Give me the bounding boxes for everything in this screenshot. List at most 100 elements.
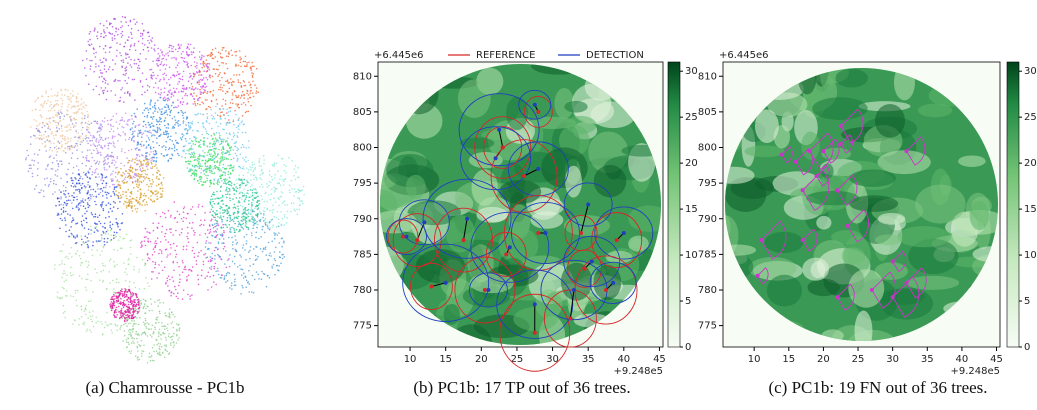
cloud-point <box>196 114 198 116</box>
cloud-point <box>47 110 50 112</box>
cloud-point <box>150 199 152 201</box>
cloud-point <box>134 180 137 182</box>
cloud-point <box>68 98 70 100</box>
cloud-point <box>251 92 254 94</box>
cloud-point <box>185 88 187 91</box>
cloud-point <box>158 57 160 59</box>
cloud-point <box>269 209 271 212</box>
cloud-point <box>138 300 140 303</box>
cloud-point <box>121 213 124 215</box>
cloud-point <box>219 79 221 82</box>
cloud-point <box>50 88 53 90</box>
cloud-point <box>238 178 240 181</box>
cloud-point <box>137 311 139 313</box>
cloud-point <box>71 255 73 258</box>
cloud-point <box>91 249 93 251</box>
cloud-point <box>92 188 95 191</box>
cloud-point <box>106 163 108 165</box>
cloud-point <box>236 266 239 268</box>
cloud-point <box>137 135 139 137</box>
cloud-point <box>69 99 72 102</box>
cloud-point <box>180 53 183 55</box>
cloud-point <box>152 260 154 263</box>
cloud-point <box>227 164 229 167</box>
cloud-point <box>119 303 122 306</box>
cloud-point <box>75 129 77 131</box>
cloud-point <box>241 216 243 218</box>
cloud-point <box>191 164 194 167</box>
cloud-point <box>252 224 255 226</box>
cloud-point <box>201 165 203 168</box>
cloud-point <box>174 249 176 252</box>
cloud-point <box>105 186 107 189</box>
cloud-point <box>132 314 134 316</box>
cloud-point <box>146 107 148 109</box>
cloud-point <box>191 266 194 268</box>
cloud-point <box>244 131 247 134</box>
cloud-point <box>66 274 68 276</box>
cloud-point <box>96 31 99 33</box>
cloud-point <box>182 134 185 136</box>
tree-point <box>532 330 537 335</box>
cloud-point <box>125 72 127 75</box>
cloud-point <box>123 203 125 205</box>
cloud-point <box>229 121 231 124</box>
cloud-point <box>66 113 68 116</box>
cloud-point <box>121 312 123 315</box>
heatmap-blob <box>423 251 448 271</box>
cloud-point <box>268 228 271 231</box>
cloud-point <box>62 185 65 187</box>
tree-point <box>536 166 541 171</box>
cloud-point <box>231 288 233 290</box>
cloud-point <box>248 146 250 149</box>
cloud-point <box>222 203 224 205</box>
cloud-point <box>80 184 82 186</box>
cloud-point <box>109 174 112 176</box>
cloud-point <box>84 174 87 176</box>
cloud-point <box>235 154 238 157</box>
cloud-point <box>126 346 128 348</box>
cloud-point <box>111 159 114 161</box>
cloud-point <box>83 185 86 187</box>
cloud-point <box>151 166 154 168</box>
cloud-point <box>101 190 104 192</box>
cloud-point <box>251 72 253 74</box>
cloud-point <box>223 245 226 248</box>
cloud-point <box>93 222 96 224</box>
cloud-point <box>151 254 154 256</box>
cloud-point <box>25 157 28 159</box>
cloud-point <box>128 174 131 177</box>
cloud-point <box>107 211 110 213</box>
cloud-point <box>222 141 224 143</box>
cloud-point <box>181 87 184 90</box>
cloud-point <box>87 203 89 206</box>
cloud-point <box>275 162 278 165</box>
cloud-point <box>110 309 113 312</box>
cloud-point <box>150 132 153 134</box>
cloud-point <box>106 324 108 326</box>
cloud-point <box>193 171 195 173</box>
cloud-point <box>177 119 180 122</box>
cloud-point <box>227 173 230 176</box>
cloud-point <box>145 325 147 328</box>
cloud-point <box>181 271 184 274</box>
cloud-point <box>158 59 161 62</box>
cloud-point <box>210 266 213 268</box>
cloud-point <box>252 248 255 250</box>
cloud-point <box>82 126 84 129</box>
cloud-point <box>154 108 157 110</box>
cloud-point <box>218 73 220 76</box>
cloud-point <box>175 57 177 59</box>
cloud-point <box>228 167 231 170</box>
cloud-point <box>117 196 120 198</box>
cloud-point <box>154 266 156 269</box>
cloud-point <box>191 227 193 229</box>
cloud-point <box>109 46 111 49</box>
cloud-point <box>87 181 89 183</box>
cloud-point <box>138 198 141 201</box>
cloud-point <box>185 152 187 155</box>
tree-point <box>429 284 434 289</box>
cloud-point <box>240 86 243 89</box>
cloud-point <box>145 140 148 143</box>
cloud-point <box>73 319 76 321</box>
